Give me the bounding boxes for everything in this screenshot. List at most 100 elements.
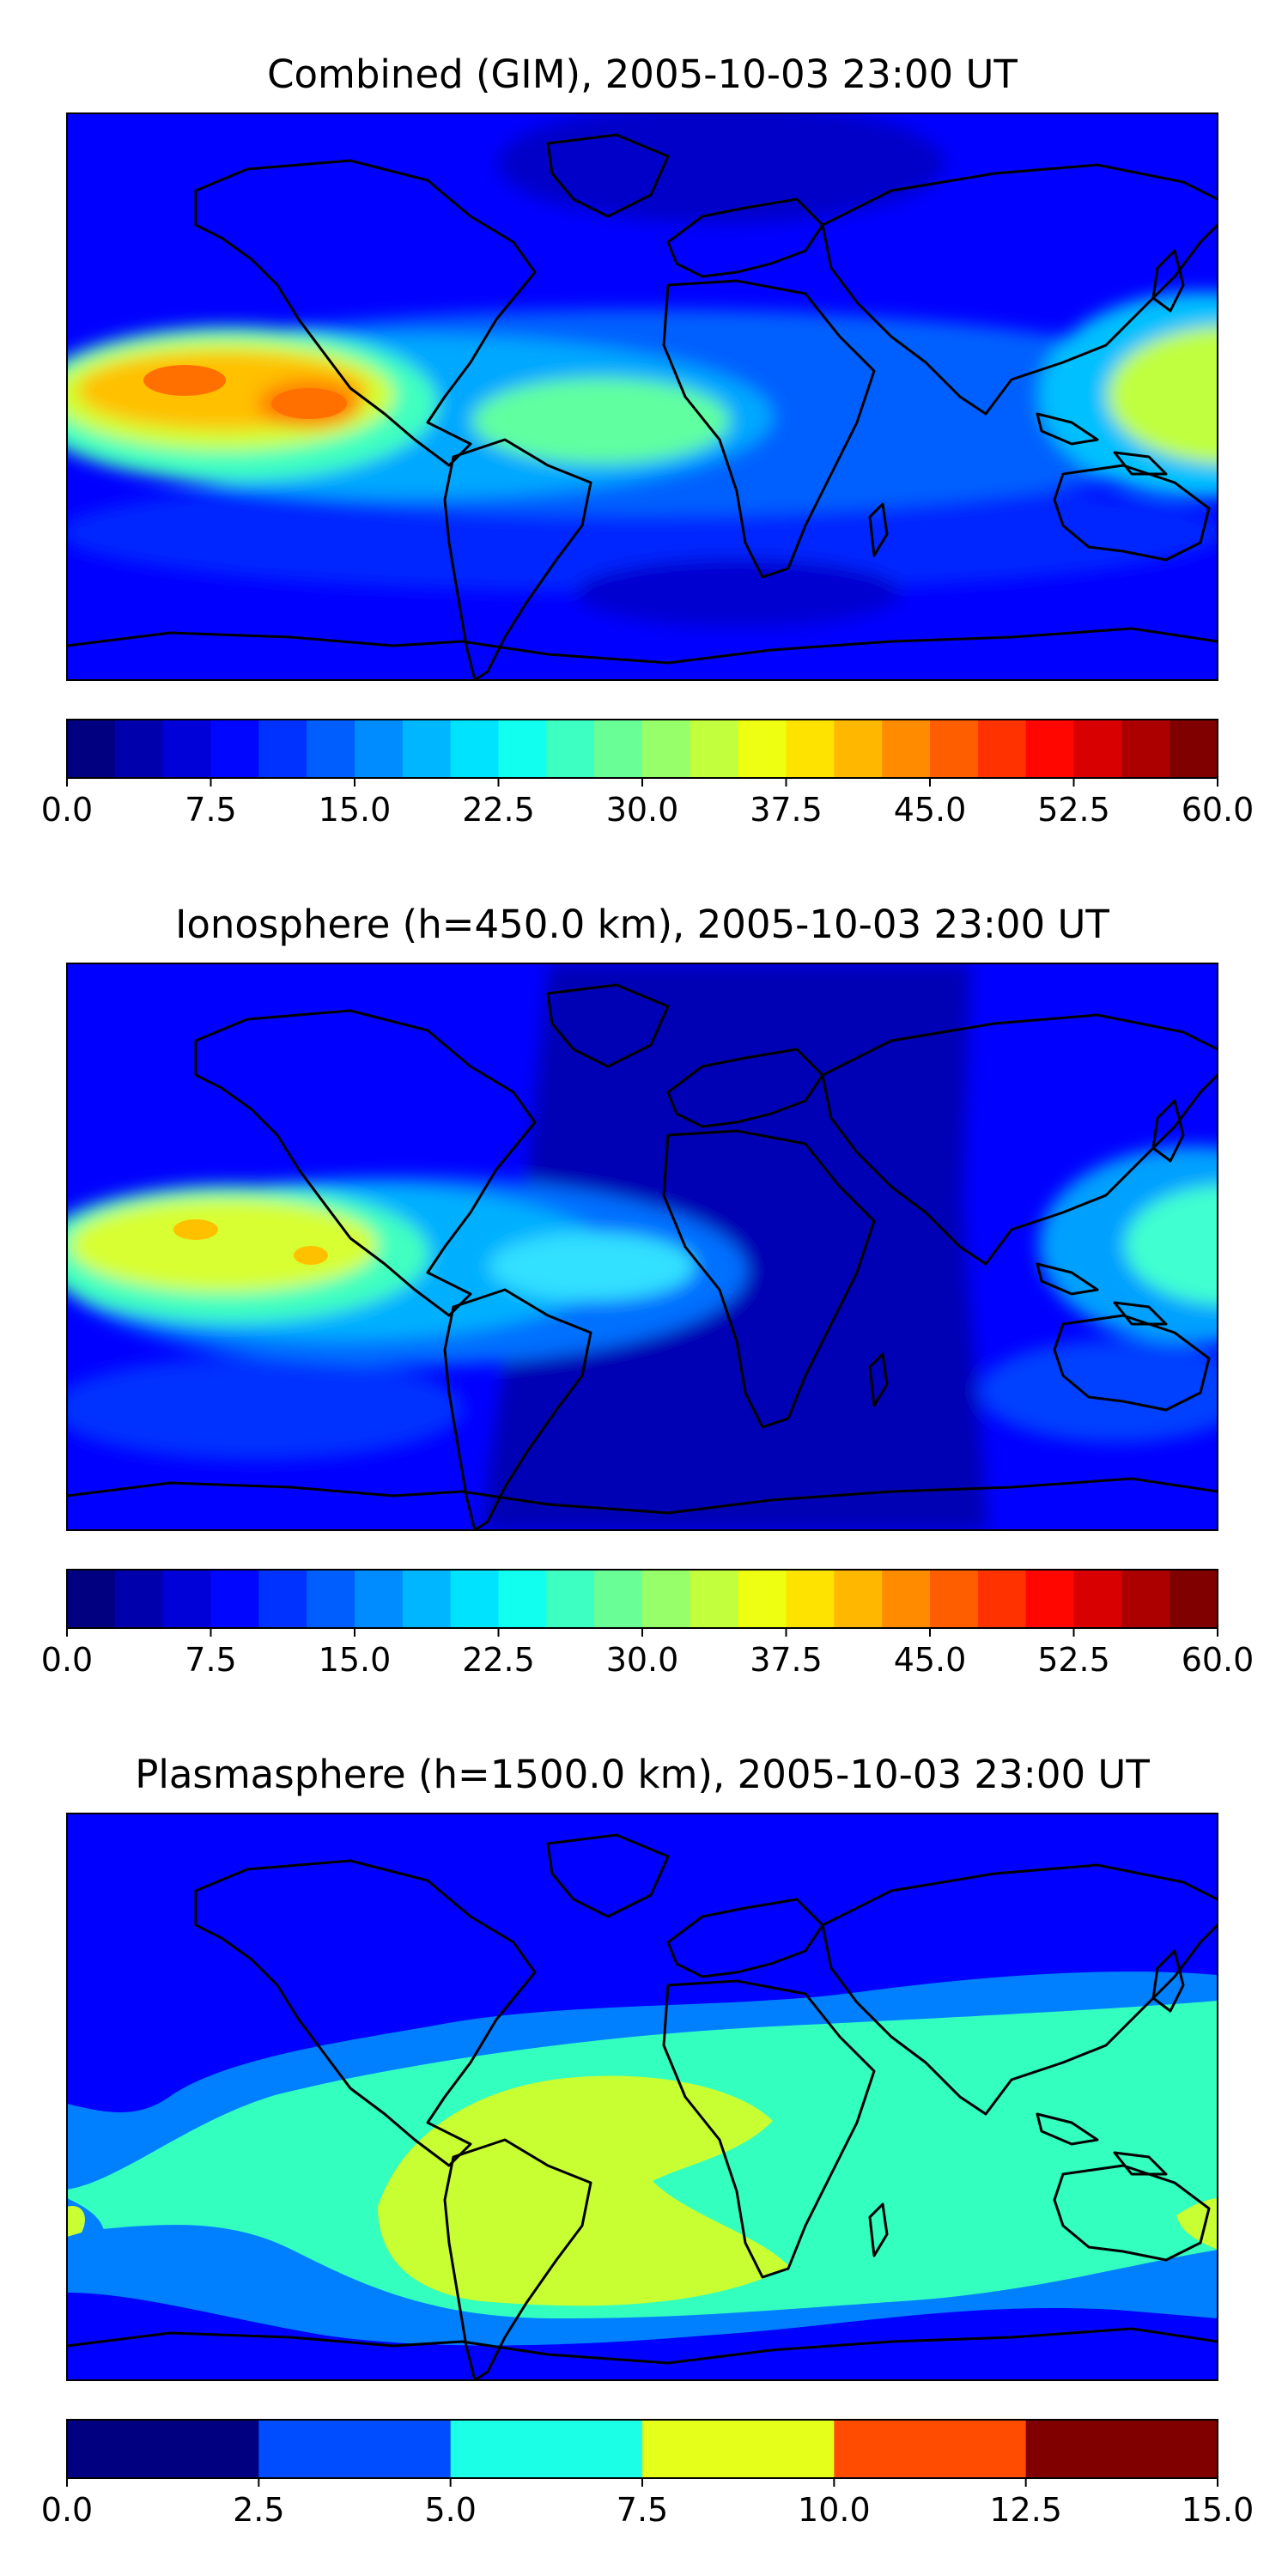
colorbar-segment xyxy=(450,2420,643,2478)
colorbar-segment xyxy=(594,1570,643,1628)
colorbar-tick-label: 45.0 xyxy=(894,1641,967,1679)
colorbar-plasmasphere: 0.0 2.5 5.0 7.5 10.0 12.5 15.0 xyxy=(41,2419,1255,2529)
colorbar-segment xyxy=(1121,1570,1170,1628)
map-panel-ionosphere xyxy=(67,963,1218,1530)
colorbar-tick-label: 5.0 xyxy=(424,2491,476,2529)
colorbar-segment xyxy=(690,1570,739,1628)
colorbar-tick-label: 30.0 xyxy=(606,1641,679,1679)
colorbar-tick-label: 22.5 xyxy=(462,791,535,829)
map-title-plasmasphere: Plasmasphere (h=1500.0 km), 2005-10-03 2… xyxy=(135,1752,1150,1797)
colorbar-tick-label: 45.0 xyxy=(894,791,967,829)
ionosphere-south-band xyxy=(67,1357,464,1460)
map-frame-plasmasphere xyxy=(66,1813,1218,2381)
colorbar-segment xyxy=(642,720,691,778)
colorbar-segment xyxy=(1025,1570,1075,1628)
colorbar-tick-label: 7.5 xyxy=(185,1641,236,1679)
colorbar-segment xyxy=(450,720,500,778)
colorbar-segment xyxy=(355,1570,404,1628)
combined-asia-inner xyxy=(1108,326,1218,464)
colorbar-tick-label: 15.0 xyxy=(319,1641,392,1679)
colorbar-tick-label: 37.5 xyxy=(750,791,823,829)
colorbar-segment xyxy=(834,720,883,778)
colorbar-segment xyxy=(546,720,595,778)
colorbar-segment xyxy=(210,1570,259,1628)
plasmasphere-southern-low xyxy=(67,2293,1218,2380)
colorbar-tick-label: 52.5 xyxy=(1037,1641,1110,1679)
colorbar-tick-label: 0.0 xyxy=(41,1641,93,1679)
colorbar-segment xyxy=(450,1570,500,1628)
colorbar-segment xyxy=(690,720,739,778)
colorbar-segment xyxy=(642,2420,835,2478)
colorbar-segment xyxy=(1073,1570,1122,1628)
colorbar-segment xyxy=(738,1570,787,1628)
colorbar-segment xyxy=(67,2420,259,2478)
colorbar-combined: 0.0 7.5 15.0 22.5 30.0 37.5 45.0 52.5 60.0 xyxy=(41,719,1255,829)
colorbar-segment xyxy=(258,720,307,778)
colorbar-segment xyxy=(977,720,1027,778)
colorbar-segment xyxy=(882,720,931,778)
colorbar-segment xyxy=(114,720,164,778)
colorbar-segment xyxy=(1025,2420,1218,2478)
map-title-combined: Combined (GIM), 2005-10-03 23:00 UT xyxy=(267,52,1018,97)
colorbar-tick-label: 0.0 xyxy=(41,2491,93,2529)
colorbar-tick-label: 15.0 xyxy=(319,791,392,829)
colorbar-segment xyxy=(67,720,116,778)
colorbar-tick-label: 10.0 xyxy=(798,2491,871,2529)
colorbar-segment xyxy=(498,1570,547,1628)
combined-peak-2 xyxy=(271,388,347,419)
colorbar-tick-label: 30.0 xyxy=(606,791,679,829)
colorbar-tick-label: 2.5 xyxy=(233,2491,284,2529)
colorbar-segment xyxy=(307,1570,355,1628)
map-panel-combined xyxy=(67,113,1218,680)
colorbar-segment xyxy=(786,1570,835,1628)
ionosphere-pacific-inner xyxy=(69,1198,378,1292)
combined-atlantic-lobe xyxy=(472,378,730,464)
colorbar-segment xyxy=(642,1570,691,1628)
colorbar-segment xyxy=(307,720,355,778)
colorbar-segment xyxy=(258,2420,452,2478)
plasmasphere-north-polar xyxy=(67,1814,1218,2112)
combined-north-depression xyxy=(498,113,945,223)
combined-south-trough xyxy=(575,558,902,627)
colorbar-segment xyxy=(546,1570,595,1628)
map-frame-combined xyxy=(66,112,1218,681)
colorbar-segment xyxy=(355,720,404,778)
colorbar-segment xyxy=(1121,720,1170,778)
colorbar-segment xyxy=(834,1570,883,1628)
colorbar-ionosphere: 0.0 7.5 15.0 22.5 30.0 37.5 45.0 52.5 60.0 xyxy=(41,1569,1255,1679)
colorbar-tick-label: 0.0 xyxy=(41,791,93,829)
colorbar-segment xyxy=(738,720,787,778)
colorbar-segment xyxy=(162,1570,212,1628)
colorbar-segment xyxy=(930,720,979,778)
colorbar-segment xyxy=(1170,720,1218,778)
ionosphere-peak-2 xyxy=(294,1246,328,1265)
ionosphere-atlantic-lobe xyxy=(489,1232,696,1301)
colorbar-segment xyxy=(1073,720,1122,778)
combined-peak-1 xyxy=(143,365,226,396)
map-title-ionosphere: Ionosphere (h=450.0 km), 2005-10-03 23:0… xyxy=(175,902,1109,947)
colorbar-segment xyxy=(930,1570,979,1628)
ionosphere-asia-inner xyxy=(1125,1185,1218,1305)
colorbar-segment xyxy=(594,720,643,778)
colorbar-segment xyxy=(1025,720,1075,778)
colorbar-segment xyxy=(402,1570,452,1628)
ionosphere-peak-1 xyxy=(173,1219,218,1240)
colorbar-segment xyxy=(498,720,547,778)
colorbar-tick-label: 52.5 xyxy=(1037,791,1110,829)
colorbar-segment xyxy=(162,720,212,778)
colorbar-tick-label: 60.0 xyxy=(1182,1641,1255,1679)
colorbar-segment xyxy=(1170,1570,1218,1628)
colorbar-tick-label: 7.5 xyxy=(617,2491,668,2529)
colorbar-segment xyxy=(977,1570,1027,1628)
colorbar-tick-label: 60.0 xyxy=(1182,791,1255,829)
colorbar-segment xyxy=(114,1570,164,1628)
colorbar-segment xyxy=(67,1570,116,1628)
colorbar-segment xyxy=(210,720,259,778)
colorbar-tick-label: 37.5 xyxy=(750,1641,823,1679)
colorbar-tick-label: 15.0 xyxy=(1182,2491,1255,2529)
ionosphere-east-south-band xyxy=(979,1340,1218,1443)
colorbar-tick-label: 22.5 xyxy=(462,1641,535,1679)
colorbar-segment xyxy=(786,720,835,778)
colorbar-segment xyxy=(882,1570,931,1628)
